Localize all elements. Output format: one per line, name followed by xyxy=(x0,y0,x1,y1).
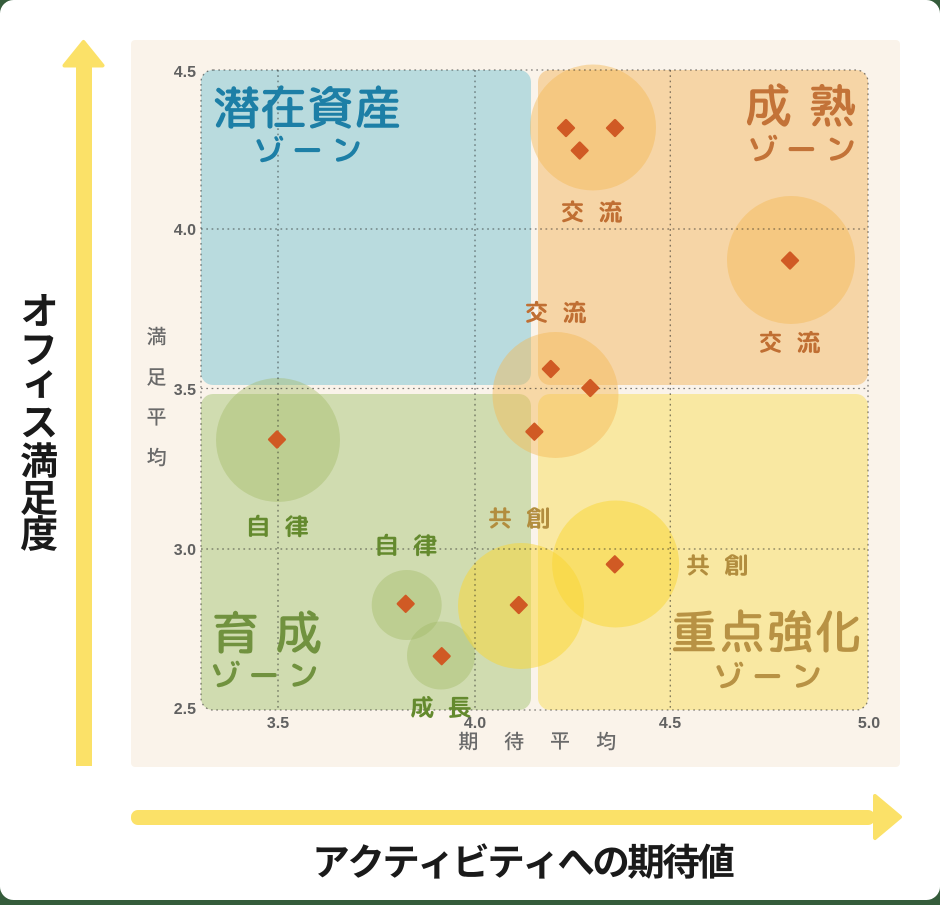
svg-text:4.0: 4.0 xyxy=(464,715,486,732)
svg-text:3.0: 3.0 xyxy=(174,542,196,559)
svg-text:4.0: 4.0 xyxy=(174,222,196,239)
svg-text:4.5: 4.5 xyxy=(174,64,196,81)
svg-text:3.5: 3.5 xyxy=(174,382,196,399)
svg-text:2.5: 2.5 xyxy=(174,701,196,718)
svg-text:3.5: 3.5 xyxy=(267,715,289,732)
svg-text:5.0: 5.0 xyxy=(858,715,880,732)
svg-text:4.5: 4.5 xyxy=(659,715,681,732)
